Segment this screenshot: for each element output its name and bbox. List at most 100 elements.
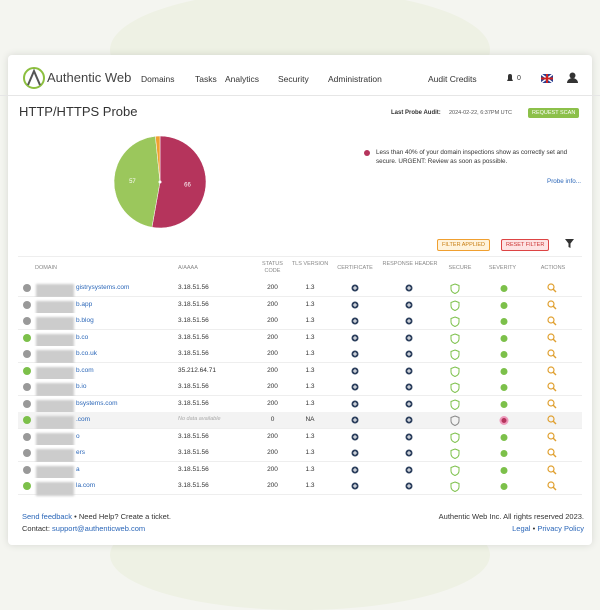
nav-item[interactable]: Tasks (195, 74, 217, 84)
table-row: b.com 35.212.64.71 200 1.3 (18, 362, 582, 381)
filter-applied[interactable]: FILTER APPLIED (437, 239, 490, 251)
row-icon[interactable] (22, 366, 32, 376)
last-probe-time: 2024-02-22, 6:37PM UTC (449, 110, 512, 116)
row-icons (351, 415, 557, 427)
reset-filter[interactable]: RESET FILTER (501, 239, 550, 251)
tls: 1.3 (305, 317, 315, 324)
plus (407, 467, 411, 472)
flag-icon[interactable] (541, 74, 553, 83)
column-header[interactable]: Status Code (262, 261, 283, 274)
row-icon[interactable] (22, 432, 32, 442)
column-header: Certificate (337, 265, 373, 271)
action-icon[interactable] (547, 283, 555, 291)
action-icon[interactable] (547, 464, 555, 473)
domain-link[interactable]: b.app (76, 300, 93, 308)
legal-link[interactable]: Legal (512, 524, 531, 533)
user-icon[interactable] (567, 72, 578, 83)
bell-icon[interactable] (505, 73, 515, 83)
row-icon[interactable] (22, 333, 32, 343)
severity-dot (500, 384, 508, 391)
audit-credits[interactable]: Audit Credits (428, 74, 477, 84)
tls: 1.3 (305, 350, 315, 357)
domain-link[interactable]: b.co (76, 333, 89, 341)
row-icon[interactable] (22, 481, 32, 491)
action-icon[interactable] (547, 398, 555, 407)
domain-link[interactable]: gistrysystems.com (76, 284, 130, 291)
row-icon[interactable] (22, 283, 32, 293)
feedback-link[interactable]: Send feedback (22, 512, 73, 521)
row-icon[interactable] (22, 465, 32, 475)
domain-link[interactable]: a (76, 465, 80, 473)
filter-icon[interactable] (565, 239, 574, 248)
gear (23, 399, 31, 408)
row-icon[interactable] (22, 316, 32, 326)
last-probe-label: Last Probe Audit: (391, 110, 441, 116)
action-icon[interactable] (547, 481, 555, 489)
plus (353, 368, 357, 373)
column-header[interactable]: TLS Version (291, 261, 329, 267)
tls: 1.3 (305, 449, 315, 456)
ip: 3.18.51.56 (178, 284, 209, 291)
legend-dot (364, 150, 370, 156)
action-handle (552, 420, 557, 425)
nav-item[interactable]: Domains (141, 74, 175, 84)
column-header[interactable]: Domain (35, 265, 57, 271)
severity-dot (500, 318, 508, 325)
action-icon[interactable] (547, 316, 555, 324)
row-icon[interactable] (22, 382, 32, 392)
domain-link[interactable]: .com (76, 416, 91, 423)
footer-right: Legal • Privacy Policy (512, 524, 584, 533)
privacy-link[interactable]: Privacy Policy (537, 524, 584, 533)
action-icon[interactable] (547, 349, 555, 357)
shield-icon (450, 481, 460, 493)
row-icon[interactable] (22, 415, 32, 425)
action-icon[interactable] (547, 365, 555, 374)
domain-link[interactable]: o (76, 432, 80, 440)
nav-item[interactable]: Security (278, 74, 309, 84)
table-row: b.app 3.18.51.56 200 1.3 (18, 296, 582, 315)
nav-divider (0, 95, 600, 96)
row-icons (351, 382, 557, 394)
domain-link[interactable]: b.blog (76, 317, 94, 324)
row-icon[interactable] (22, 399, 32, 409)
tls: 1.3 (305, 333, 315, 341)
email-link[interactable]: support@authenticweb.com (52, 524, 146, 533)
probe-info-link[interactable]: Probe info... (547, 178, 581, 185)
ip: 3.18.51.56 (178, 432, 209, 440)
row-icon[interactable] (22, 349, 32, 359)
domain-link[interactable]: ers (76, 449, 86, 456)
action-icon[interactable] (547, 332, 555, 341)
action-icon[interactable] (547, 431, 555, 440)
help-text[interactable]: Need Help? Create a ticket. (78, 512, 172, 521)
action-icon[interactable] (547, 448, 555, 456)
domain-link[interactable]: b.co.uk (76, 350, 97, 357)
blur-mask (36, 432, 74, 447)
request-scan-button[interactable]: REQUEST SCAN (528, 108, 580, 118)
action-icon[interactable] (547, 299, 555, 308)
nav-item[interactable]: Administration (328, 74, 382, 84)
column-header[interactable]: A/AAAA (178, 265, 198, 271)
table-row: b.co.uk 3.18.51.56 200 1.3 (18, 346, 582, 364)
domain-link[interactable]: bsystems.com (76, 399, 118, 407)
row-icon[interactable] (22, 300, 32, 310)
action-icon[interactable] (547, 382, 555, 390)
action-icon[interactable] (547, 415, 555, 423)
shield-icon (450, 431, 460, 443)
row-icons (351, 365, 557, 377)
row-icons (351, 448, 557, 460)
table-row: gistrysystems.com 3.18.51.56 200 1.3 (18, 280, 582, 298)
plus (407, 286, 411, 290)
nav-item[interactable]: Analytics (225, 74, 260, 84)
domain-link[interactable]: la.com (76, 482, 96, 489)
severity-dot (500, 334, 508, 342)
domain-link[interactable]: b.io (76, 383, 87, 390)
ip: 3.18.51.56 (178, 383, 209, 390)
pie-center (158, 180, 162, 184)
plus (407, 319, 411, 323)
shield-icon (450, 415, 460, 427)
action-handle (552, 288, 557, 293)
row-icon[interactable] (22, 448, 32, 458)
domain-link[interactable]: b.com (76, 366, 94, 374)
gear (23, 350, 31, 358)
brand[interactable]: Authentic Web (47, 70, 132, 85)
